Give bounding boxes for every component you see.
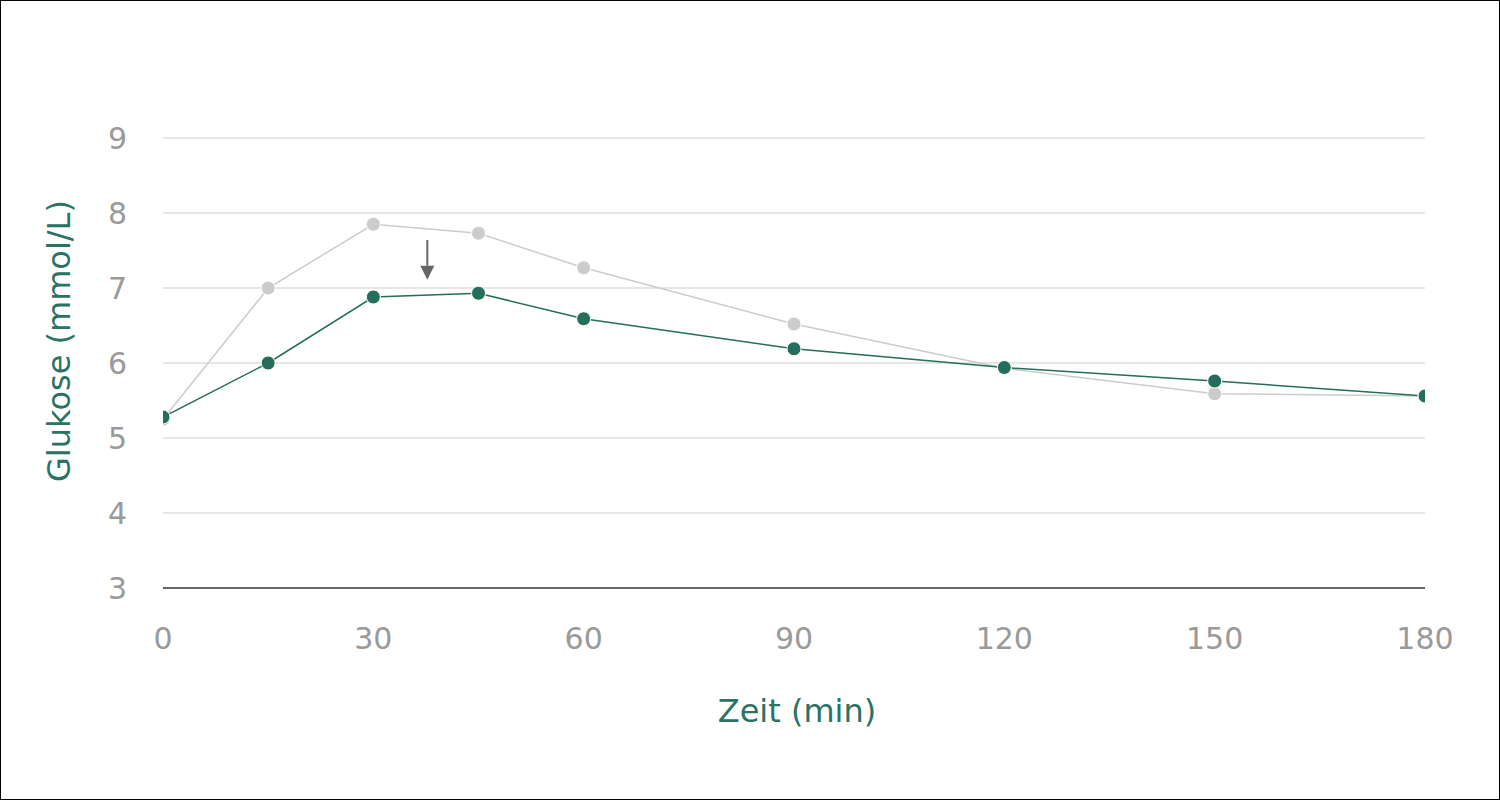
svg-text:3: 3: [108, 571, 127, 606]
svg-text:0: 0: [153, 621, 172, 656]
html-text:Glukose (mmol/L): Glukose (mmol/L): [40, 200, 78, 482]
svg-text:6: 6: [108, 346, 127, 381]
html-text:Zeit (min): Zeit (min): [717, 692, 877, 730]
svg-text:90: 90: [775, 621, 813, 656]
svg-text:30: 30: [354, 621, 392, 656]
svg-text:150: 150: [1186, 621, 1243, 656]
svg-text:60: 60: [565, 621, 603, 656]
svg-text:7: 7: [108, 271, 127, 306]
svg-text:5: 5: [108, 421, 127, 456]
svg-text:8: 8: [108, 196, 127, 231]
svg-text:9: 9: [108, 121, 127, 156]
svg-text:120: 120: [976, 621, 1033, 656]
svg-text:4: 4: [108, 496, 127, 531]
svg-text:180: 180: [1396, 621, 1453, 656]
